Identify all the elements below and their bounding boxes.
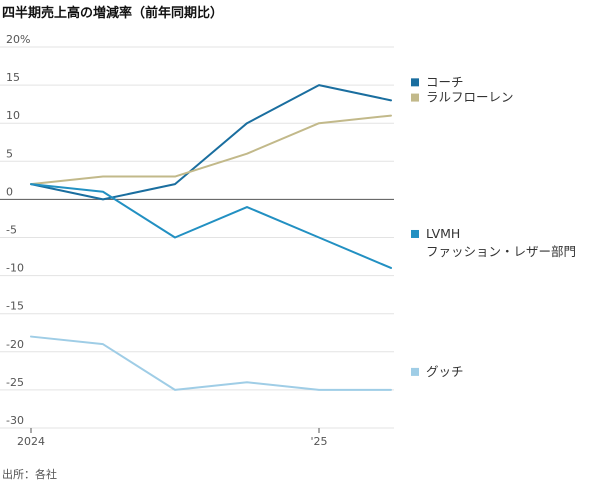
y-tick-label: -5 [6, 224, 17, 237]
y-tick-label: -15 [6, 300, 24, 313]
source-note: 出所：各社 [2, 467, 57, 481]
series-line [30, 114, 392, 186]
series-lines [30, 84, 392, 391]
legend-swatch [411, 78, 419, 87]
legend-label: コーチ [426, 74, 464, 89]
legend-swatch [411, 93, 419, 102]
series-line [30, 335, 392, 391]
y-tick-label: -10 [6, 262, 24, 275]
y-tick-label: 0 [6, 185, 13, 198]
legend-swatch [411, 229, 419, 238]
chart-title: 四半期売上高の増減率（前年同期比） [2, 5, 223, 21]
series-line [30, 84, 392, 201]
x-tick-label: '25 [310, 435, 327, 448]
y-tick-label: 5 [6, 147, 13, 160]
x-tick-label: 2024 [17, 435, 45, 448]
grid [0, 46, 394, 429]
y-tick-label: 10 [6, 109, 20, 122]
y-tick-label: 20% [6, 33, 30, 46]
y-tick-label: -20 [6, 338, 24, 351]
series-line [30, 183, 392, 269]
legend-swatch [411, 367, 419, 376]
legend-label: ファッション・レザー部門 [426, 244, 576, 259]
y-axis-ticks: 20% 15 10 5 0 -5 -10 -15 -20 -25 -30 [6, 33, 30, 427]
legend-label: ラルフローレン [426, 90, 514, 105]
x-axis-ticks: 2024 '25 [17, 428, 328, 448]
y-tick-label: -30 [6, 414, 24, 427]
legend-label: グッチ [426, 364, 464, 379]
legend-label: LVMH [426, 226, 460, 241]
y-tick-label: -25 [6, 376, 24, 389]
y-tick-label: 15 [6, 71, 20, 84]
